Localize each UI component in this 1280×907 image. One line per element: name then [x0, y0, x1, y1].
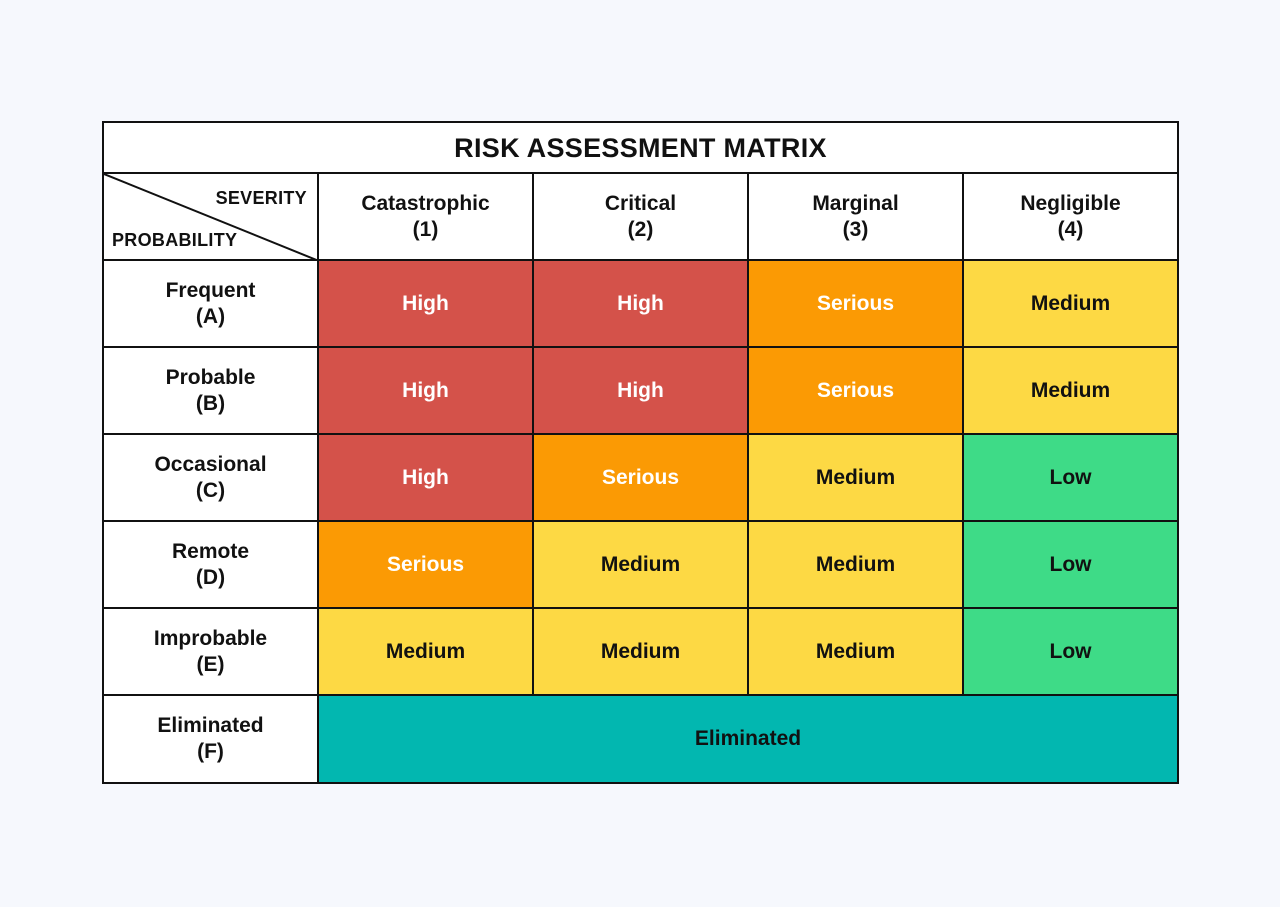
risk-cell-d3: Medium [749, 522, 964, 609]
risk-cell-e2: Medium [534, 609, 749, 696]
column-code: (4) [1057, 217, 1084, 241]
risk-cell-a4: Medium [964, 261, 1177, 348]
column-name: Catastrophic [361, 191, 490, 215]
risk-cell-c2: Serious [534, 435, 749, 522]
risk-cell-eliminated: Eliminated [319, 696, 1177, 782]
risk-cell-a2: High [534, 261, 749, 348]
risk-cell-c3: Medium [749, 435, 964, 522]
risk-cell-b3: Serious [749, 348, 964, 435]
row-header-eliminated: Eliminated (F) [104, 696, 319, 782]
column-header-critical: Critical (2) [534, 174, 749, 261]
risk-matrix: RISK ASSESSMENT MATRIX SEVERITY PROBABIL… [102, 121, 1179, 784]
column-code: (2) [627, 217, 654, 241]
column-name: Marginal [812, 191, 899, 215]
row-header-improbable: Improbable (E) [104, 609, 319, 696]
column-code: (3) [842, 217, 869, 241]
risk-cell-d4: Low [964, 522, 1177, 609]
column-name: Negligible [1020, 191, 1121, 215]
risk-cell-c4: Low [964, 435, 1177, 522]
column-code: (1) [412, 217, 439, 241]
risk-cell-e4: Low [964, 609, 1177, 696]
column-name: Critical [604, 191, 677, 215]
risk-cell-b2: High [534, 348, 749, 435]
risk-cell-c1: High [319, 435, 534, 522]
column-header-negligible: Negligible (4) [964, 174, 1177, 261]
row-code: (D) [195, 565, 226, 589]
row-code: (C) [195, 478, 226, 502]
severity-label: SEVERITY [215, 188, 307, 208]
row-code: (F) [197, 740, 224, 763]
risk-cell-d2: Medium [534, 522, 749, 609]
column-header-catastrophic: Catastrophic (1) [319, 174, 534, 261]
row-code: (A) [195, 304, 226, 328]
matrix-title: RISK ASSESSMENT MATRIX [104, 123, 1177, 174]
corner-header: SEVERITY PROBABILITY [104, 174, 319, 261]
risk-cell-e3: Medium [749, 609, 964, 696]
risk-cell-b1: High [319, 348, 534, 435]
risk-cell-a3: Serious [749, 261, 964, 348]
row-name: Probable [165, 365, 256, 389]
row-name: Eliminated [157, 714, 264, 737]
row-name: Remote [171, 539, 250, 563]
risk-cell-e1: Medium [319, 609, 534, 696]
row-header-occasional: Occasional (C) [104, 435, 319, 522]
row-name: Frequent [165, 278, 256, 302]
risk-cell-b4: Medium [964, 348, 1177, 435]
row-header-probable: Probable (B) [104, 348, 319, 435]
row-name: Occasional [154, 452, 267, 476]
risk-cell-a1: High [319, 261, 534, 348]
column-header-marginal: Marginal (3) [749, 174, 964, 261]
probability-label: PROBABILITY [112, 230, 238, 250]
row-header-frequent: Frequent (A) [104, 261, 319, 348]
row-header-remote: Remote (D) [104, 522, 319, 609]
corner-diagonal [104, 174, 317, 259]
row-name: Improbable [153, 626, 268, 650]
row-code: (E) [196, 652, 225, 676]
risk-cell-d1: Serious [319, 522, 534, 609]
row-code: (B) [195, 391, 226, 415]
